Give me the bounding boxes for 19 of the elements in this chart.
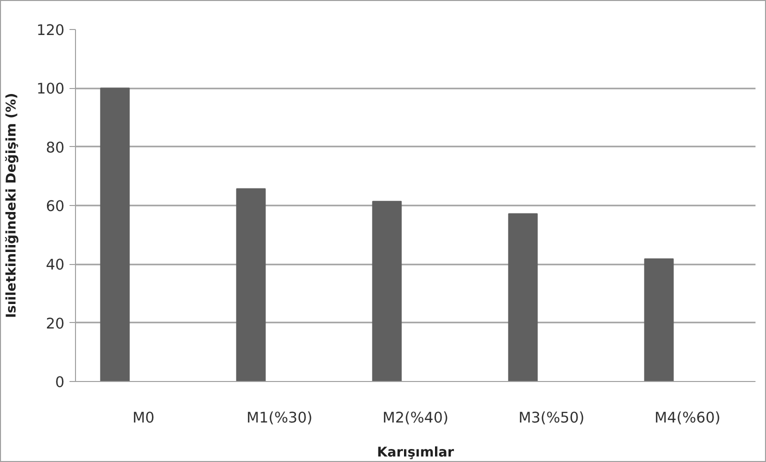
y-tick-label: 60 bbox=[46, 198, 65, 215]
y-tick-label: 80 bbox=[46, 139, 65, 156]
y-axis-title: Isıiletkinliğindeki Değişim (%) bbox=[4, 92, 20, 318]
x-tick-label: M2(%40) bbox=[382, 410, 448, 426]
x-tick-label: M4(%60) bbox=[654, 410, 720, 426]
bar bbox=[100, 88, 130, 382]
y-tick-label: 40 bbox=[46, 256, 65, 274]
y-tick-label: 0 bbox=[55, 374, 65, 391]
x-tick-label: M0 bbox=[132, 410, 154, 426]
bar bbox=[236, 188, 266, 382]
x-tick-label: M1(%30) bbox=[246, 410, 312, 426]
x-tick-label: M3(%50) bbox=[518, 410, 584, 426]
y-tick-label: 120 bbox=[36, 22, 65, 39]
x-axis-title: Karışımlar bbox=[377, 446, 454, 460]
bar bbox=[508, 213, 538, 382]
y-tick-label: 100 bbox=[36, 80, 65, 98]
y-tick-label: 20 bbox=[46, 315, 65, 332]
bar bbox=[372, 200, 402, 382]
bar bbox=[644, 258, 674, 382]
